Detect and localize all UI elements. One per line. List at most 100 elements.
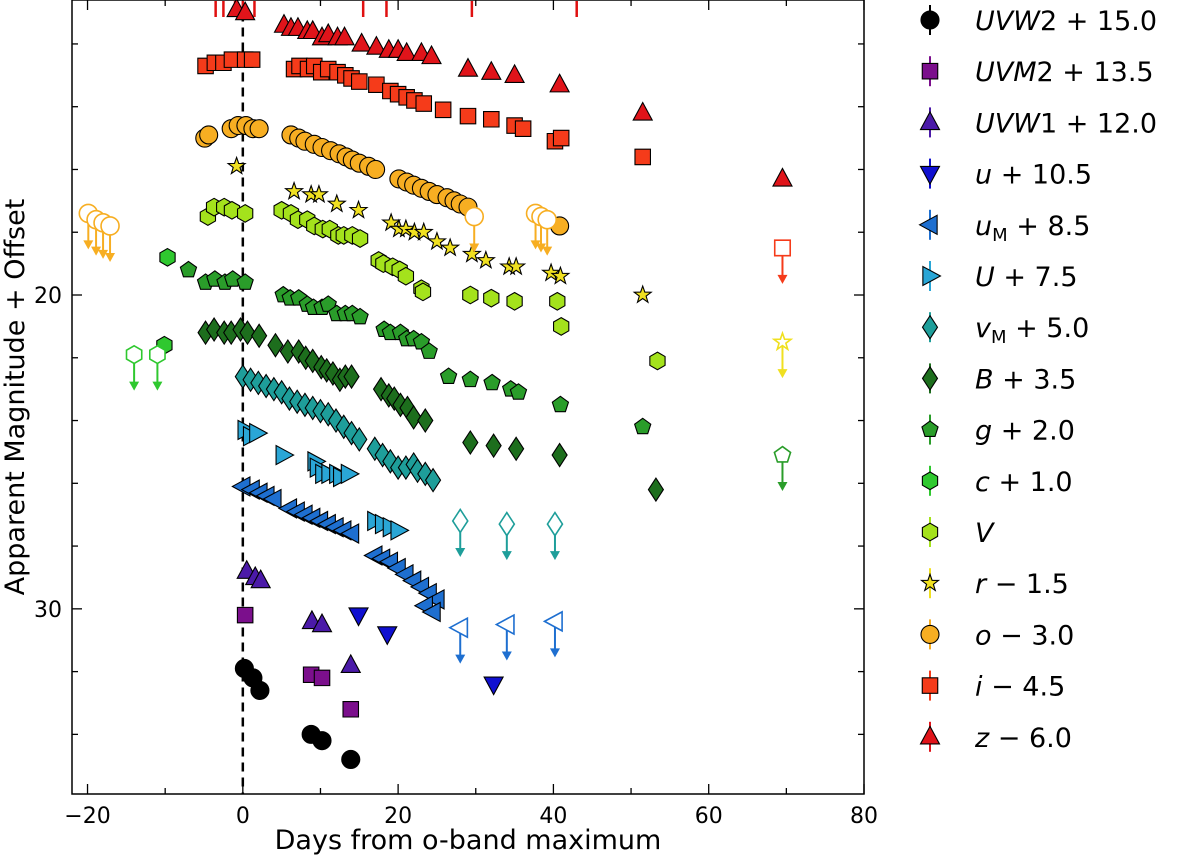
series-vM [234,364,564,561]
upper-limit-vM [451,507,469,557]
upper-limit-vM [498,511,516,561]
data-point-B [267,332,284,358]
series-i [197,51,792,284]
data-point-uvw1 [250,568,272,589]
legend-marker-uvm2 [921,62,939,80]
data-point-B [343,364,360,390]
legend-marker-i [921,677,939,694]
series-uvw1 [236,559,362,674]
legend-label-B: B + 3.5 [975,364,1076,395]
series-z [226,0,793,187]
data-point-i [434,101,452,119]
legend: UVW2 + 15.0 UVM2 + 13.5 UVW1 + 12.0 u + 10.… [918,5,1157,754]
series-B [197,317,665,503]
data-point-r [540,262,562,282]
data-point-z [351,32,373,52]
y-tick-label: 20 [34,284,62,309]
data-point-g [351,307,369,325]
data-point-r [413,221,434,241]
y-tick-label: 30 [34,598,62,623]
legend-label-z: z − 6.0 [974,723,1072,754]
data-point-V [236,203,254,223]
x-tick-label: 0 [236,804,250,829]
legend-label-i: i − 4.5 [975,672,1065,703]
data-point-i [634,148,652,166]
data-point-z [396,41,418,62]
series-uvm2 [236,606,360,718]
data-point-r [426,231,448,251]
legend-label-o: o − 3.0 [975,620,1074,651]
legend-item-V: V [921,517,996,549]
data-point-V [351,229,369,248]
data-point-B [279,338,297,364]
data-point-r [308,183,330,204]
legend-item-uvw2: UVW2 + 15.0 [920,5,1157,37]
legend-label-uM: uM + 8.5 [975,211,1090,246]
data-point-B [405,404,422,430]
spectra-epoch-markers [214,1,578,17]
data-point-i [243,51,261,68]
data-point-z [549,73,571,93]
series-g [179,260,792,492]
data-point-r [326,193,347,213]
data-point-z [302,19,324,40]
data-point-r [475,249,496,270]
data-point-i [459,107,477,125]
data-point-z [334,26,355,46]
data-point-z [480,60,502,80]
data-point-o [366,159,386,180]
legend-item-i: i − 4.5 [921,670,1065,703]
legend-label-vM: vM + 5.0 [975,313,1089,348]
legend-item-vM: vM + 5.0 [921,312,1089,348]
legend-item-o: o − 3.0 [920,619,1074,651]
data-point-r [506,256,527,276]
data-point-B [462,430,479,456]
data-point-V [414,282,432,302]
x-tick-label: 40 [539,804,567,829]
data-point-V [483,288,500,308]
legend-item-B: B + 3.5 [921,363,1076,395]
data-point-vM [424,467,442,493]
axis-ticks [72,0,865,794]
legend-marker-uvw2 [920,10,940,30]
legend-item-uM: uM + 8.5 [918,209,1090,246]
data-point-g [483,373,501,391]
data-point-g [551,395,570,413]
legend-marker-o [920,624,940,644]
upper-limit-r [771,330,794,379]
data-point-z [504,63,526,83]
legend-label-u: u + 10.5 [975,160,1092,191]
data-point-uvw2 [250,680,270,700]
data-point-uvm2 [313,669,331,687]
upper-limit-o [464,206,485,253]
data-point-z [632,101,654,121]
legend-marker-c [921,471,939,491]
data-point-uvm2 [236,606,254,624]
legend-item-g: g + 2.0 [921,414,1075,447]
data-point-o [249,119,269,139]
data-point-z [234,0,256,21]
data-points [78,0,794,770]
data-point-r [550,265,571,285]
legend-marker-g [921,420,939,438]
data-point-i [552,129,570,147]
data-point-r [461,243,482,263]
data-point-g [461,370,480,388]
series-uM [231,476,563,664]
data-point-r [348,199,369,219]
data-point-z [421,44,442,65]
legend-marker-U [922,265,942,287]
legend-item-u: u + 10.5 [919,158,1092,191]
data-point-u [376,626,398,646]
data-point-u [348,607,369,627]
data-point-U [340,463,361,485]
x-axis-label: Days from o-band maximum [275,825,662,856]
data-point-i [514,120,532,137]
upper-limit-i [773,239,792,284]
y-axis-label: Apparent Magnitude + Offset [0,199,31,596]
legend-item-r: r − 1.5 [919,568,1069,600]
upper-limit-c [148,344,166,391]
x-tick-label: 60 [695,804,723,829]
upper-limit-g [773,445,792,492]
